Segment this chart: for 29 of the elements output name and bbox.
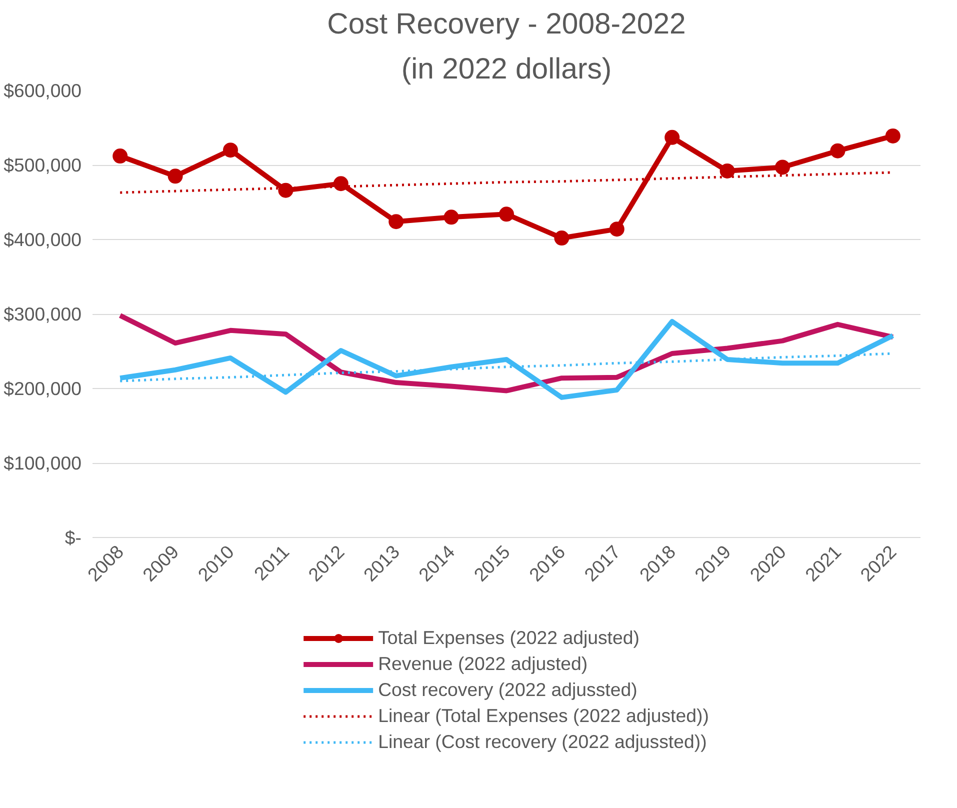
point xyxy=(775,160,790,175)
point xyxy=(554,230,570,246)
point xyxy=(278,182,294,198)
y-tick-label: $200,000 xyxy=(4,378,82,399)
y-tick-label: $600,000 xyxy=(4,80,82,101)
y-tick-label: $100,000 xyxy=(4,452,82,474)
y-tick-label: $- xyxy=(64,527,82,548)
legend-label: Total Expenses (2022 adjusted) xyxy=(378,627,640,649)
point xyxy=(499,206,514,222)
legend-label: Revenue (2022 adjusted) xyxy=(378,653,588,675)
legend-label: Cost recovery (2022 adjussted) xyxy=(378,679,638,701)
point xyxy=(223,142,238,158)
legend-label: Linear (Total Expenses (2022 adjusted)) xyxy=(378,705,709,727)
point xyxy=(885,128,900,144)
y-tick-label: $500,000 xyxy=(4,154,82,176)
y-tick-label: $300,000 xyxy=(4,304,82,324)
point xyxy=(609,222,624,237)
chart-subtitle: (in 2022 dollars) xyxy=(401,52,612,86)
point xyxy=(388,214,404,230)
point xyxy=(830,143,846,158)
legend-label: Linear (Cost recovery (2022 adjussted)) xyxy=(378,731,707,753)
point xyxy=(112,148,128,164)
point xyxy=(444,210,459,225)
point xyxy=(720,163,735,178)
y-tick-label: $400,000 xyxy=(4,229,82,250)
point xyxy=(333,176,348,192)
chart-title: Cost Recovery - 2008-2022 xyxy=(327,8,686,40)
point xyxy=(168,168,183,184)
point xyxy=(664,130,680,145)
